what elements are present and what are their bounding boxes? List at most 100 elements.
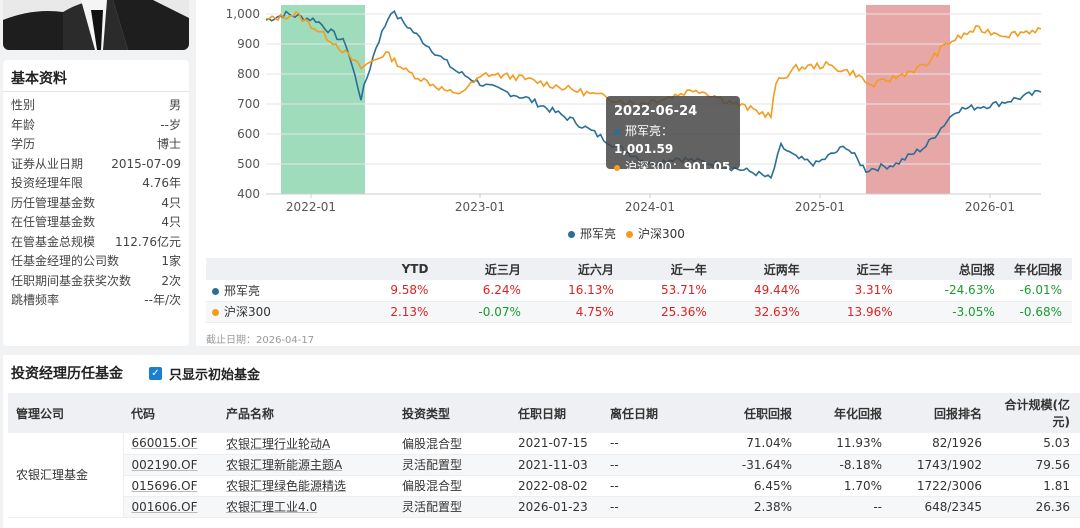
info-row: 在管基金总规模 112.76亿元: [3, 233, 189, 253]
tenure-return: -31.64%: [702, 454, 802, 476]
x-tick-label: 2026-01: [965, 200, 1015, 214]
info-label: 任基金经理的公司数: [11, 254, 120, 268]
tooltip-value-1: 1,001.59: [614, 142, 674, 156]
perf-value: 9.58%: [363, 280, 439, 302]
info-row: 年龄 --岁: [3, 116, 189, 136]
performance-table: YTD 近三月 近六月 近一年 近两年 近三年 总回报 年化回报 邢军亮 9.58% 6.24% 1…: [206, 258, 1072, 323]
perf-row: 邢军亮 9.58% 6.24% 16.13% 53.71% 49.44% 3.31% -24.…: [206, 280, 1072, 302]
history-title: 投资经理历任基金: [11, 366, 123, 382]
info-value: 博士: [156, 137, 181, 151]
info-label: 性别: [11, 98, 36, 112]
start-date: 2022-08-02: [510, 475, 602, 497]
history-header: 投资类型: [394, 393, 510, 433]
perf-value: 49.44%: [716, 280, 810, 302]
perf-value: 2.13%: [363, 301, 439, 323]
perf-header: 年化回报: [1004, 258, 1072, 280]
fund-name[interactable]: 农银汇理绿色能源精选: [218, 475, 394, 497]
manager-photo: [3, 0, 189, 50]
fund-history-panel: 投资经理历任基金 ✓ 只显示初始基金 管理公司 代码 产品名称 投资类型 任职日期 离任日…: [3, 355, 1080, 528]
perf-row: 沪深300 2.13% -0.07% 4.75% 25.36% 32.63% 13.96% -…: [206, 301, 1072, 323]
info-row: 历任管理基金数 4只: [3, 194, 189, 214]
initial-fund-label[interactable]: 只显示初始基金: [169, 367, 261, 383]
info-value: 2015-07-09: [111, 156, 181, 171]
end-date: --: [602, 475, 702, 497]
tenure-return: 2.38%: [702, 496, 802, 518]
history-row[interactable]: 002190.OF 农银汇理新能源主题A 灵活配置型 2021-11-03 -- -31.…: [8, 454, 1080, 476]
start-date: 2026-01-23: [510, 496, 602, 518]
info-value: 1家: [161, 254, 181, 268]
end-date: --: [602, 496, 702, 518]
fund-name[interactable]: 农银汇理工业4.0: [218, 496, 394, 518]
history-row[interactable]: 农银汇理基金 660015.OF 农银汇理行业轮动A 偏股混合型 2021-07-15-…: [8, 433, 1080, 518]
y-tick-label: 500: [237, 157, 260, 171]
history-header: 任职日期: [510, 393, 602, 433]
return-rank: 1722/3006: [892, 475, 992, 497]
shaded-region-red: [866, 5, 950, 194]
info-row: 在任管理基金数 4只: [3, 213, 189, 233]
perf-value: -0.07%: [438, 301, 531, 323]
info-row: 任职期间基金获奖次数 2次: [3, 272, 189, 292]
x-tick-label: 2022-01: [286, 200, 336, 214]
start-date: 2021-11-03: [510, 454, 602, 476]
tooltip-value-2: 901.05: [683, 160, 731, 174]
initial-fund-checkbox[interactable]: ✓: [149, 366, 162, 380]
fund-size: 79.56: [992, 454, 1080, 476]
info-row: 性别 男: [3, 96, 189, 116]
info-label: 历任管理基金数: [11, 195, 96, 210]
perf-value: -3.05%: [902, 301, 1005, 323]
perf-value: 13.96%: [809, 301, 903, 323]
history-row[interactable]: 001606.OF 农银汇理工业4.0 灵活配置型 2026-01-23 -- 2.38%…: [8, 496, 1080, 518]
x-tick-label: 2025-01: [795, 200, 845, 214]
perf-value: 32.63%: [716, 301, 810, 323]
info-label: 在管基金总规模: [11, 234, 96, 249]
info-value: 112.76亿元: [115, 234, 181, 249]
history-header: 管理公司: [8, 393, 123, 433]
fund-history-table: 管理公司 代码 产品名称 投资类型 任职日期 离任日期 任职回报 年化回报 回报排名 合计规模(亿…: [8, 393, 1080, 518]
y-tick-label: 900: [237, 37, 260, 51]
perf-row-name: 邢军亮: [206, 280, 364, 302]
fund-code[interactable]: 001606.OF: [123, 496, 218, 518]
fund-type: 偏股混合型: [394, 475, 510, 497]
history-header: 回报排名: [892, 393, 992, 433]
tenure-return: 71.04%: [702, 433, 802, 455]
chart-legend[interactable]: 邢军亮 沪深300: [568, 225, 685, 242]
fund-type: 灵活配置型: [394, 454, 510, 476]
fund-code[interactable]: 015696.OF: [123, 475, 218, 497]
basic-info-title: 基本资料: [3, 60, 189, 92]
fund-code[interactable]: 002190.OF: [123, 454, 218, 476]
perf-value: -0.68%: [1004, 301, 1072, 323]
basic-info-panel: 基本资料 性别 男年龄 --岁 学历 博士 证券从业日期 2015-07-09 投资经理年限 4…: [3, 60, 189, 346]
history-header: 任职回报: [702, 393, 802, 433]
info-label: 在任管理基金数: [11, 215, 96, 229]
perf-header: YTD: [363, 258, 439, 280]
info-row: 证券从业日期 2015-07-09: [3, 155, 189, 175]
info-label: 投资经理年限: [11, 176, 84, 190]
fund-size: 26.36: [992, 496, 1080, 518]
perf-value: 3.31%: [809, 280, 903, 302]
tooltip-label-2: 沪深300：: [625, 160, 684, 174]
fund-name[interactable]: 农银汇理新能源主题A: [218, 454, 394, 476]
history-header: 合计规模(亿元): [992, 393, 1080, 433]
company-cell: 农银汇理基金: [8, 433, 124, 518]
history-header: 年化回报: [802, 393, 892, 433]
perf-header: 近三年: [809, 258, 903, 280]
info-value: 男: [168, 98, 181, 112]
info-label: 任职期间基金获奖次数: [11, 273, 132, 288]
legend-item-manager[interactable]: 邢军亮: [568, 225, 616, 242]
fund-size: 5.03: [992, 433, 1080, 455]
fund-name[interactable]: 农银汇理行业轮动A: [218, 433, 394, 455]
info-value: --年/次: [144, 293, 181, 307]
history-row[interactable]: 015696.OF 农银汇理绿色能源精选 偏股混合型 2022-08-02 -- 6.45…: [8, 475, 1080, 497]
fund-type: 灵活配置型: [394, 496, 510, 518]
info-value: 2次: [161, 273, 181, 288]
perf-value: 53.71%: [623, 280, 717, 302]
tooltip-date: 2022-06-24: [614, 104, 698, 119]
fund-code[interactable]: 660015.OF: [123, 433, 218, 455]
info-value: 4只: [161, 195, 181, 210]
legend-item-index[interactable]: 沪深300: [626, 225, 685, 242]
annual-return: 1.70%: [802, 475, 892, 497]
perf-value: 25.36%: [623, 301, 717, 323]
return-rank: 648/2345: [892, 496, 992, 518]
y-tick-label: 400: [237, 187, 260, 201]
info-row: 学历 博士: [3, 135, 189, 155]
